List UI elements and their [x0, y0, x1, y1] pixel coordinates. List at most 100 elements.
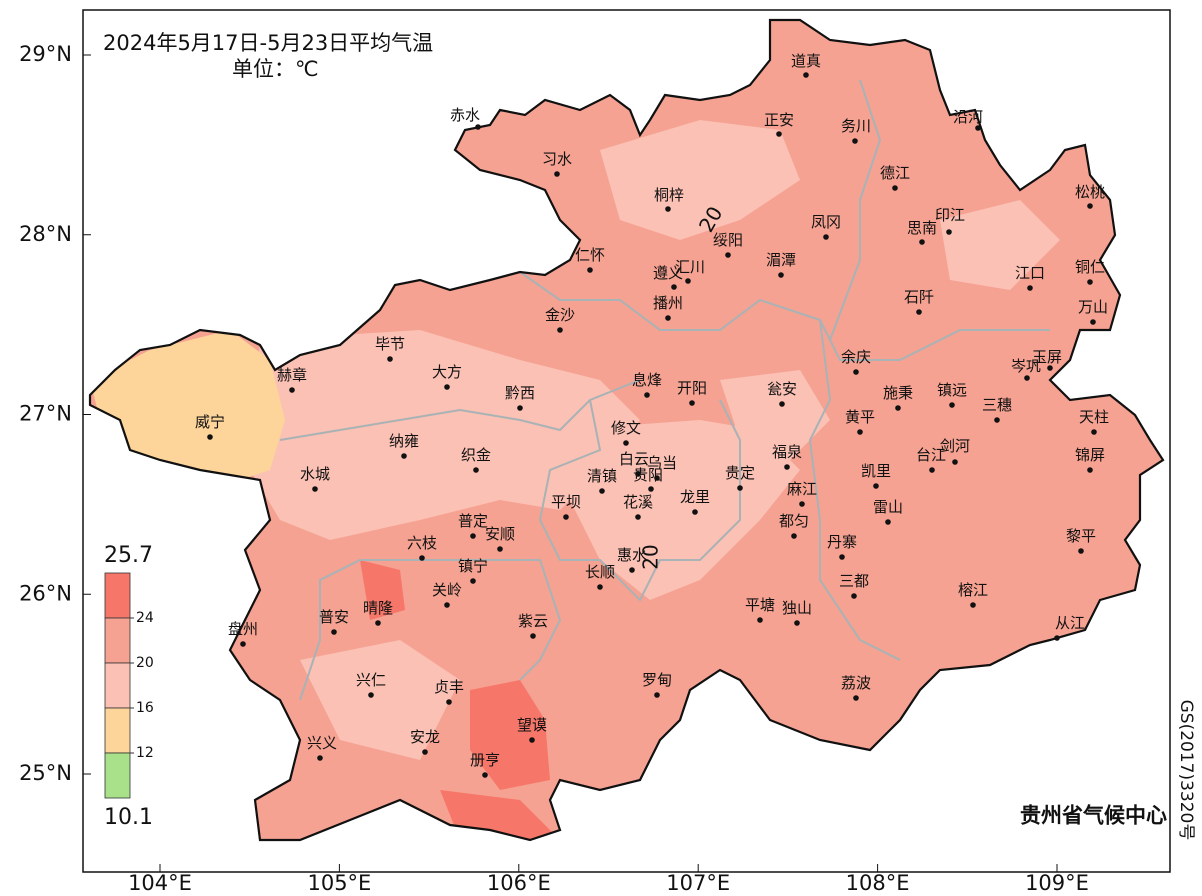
city-label: 正安: [764, 111, 794, 129]
city-label: 松桃: [1075, 183, 1105, 201]
city-dot: [1054, 635, 1060, 641]
city-dot: [776, 131, 782, 137]
city-dot: [737, 485, 743, 491]
city-dot: [946, 229, 952, 235]
city-label: 三穗: [982, 396, 1012, 414]
city-label: 普安: [319, 608, 349, 626]
legend-band: [104, 707, 131, 754]
city-label: 凯里: [861, 462, 891, 480]
city-label: 望谟: [517, 716, 547, 734]
field-patch: [250, 330, 640, 540]
city-dot: [895, 405, 901, 411]
city-label: 余庆: [841, 348, 871, 366]
city-dot: [823, 234, 829, 240]
city-label: 平塘: [745, 596, 775, 614]
city-dot: [1087, 467, 1093, 473]
city-label: 剑河: [940, 437, 970, 455]
city-dot: [623, 440, 629, 446]
city-label: 福泉: [772, 443, 802, 461]
city-dot: [422, 749, 428, 755]
field-patch: [470, 680, 550, 790]
lat-tick-label: 27°N: [19, 402, 72, 426]
legend-tick-label: 24: [136, 610, 154, 626]
city-dot: [419, 555, 425, 561]
city-dot: [949, 402, 955, 408]
city-label: 石阡: [904, 288, 934, 306]
city-dot: [779, 401, 785, 407]
city-label: 安顺: [485, 525, 515, 543]
city-dot: [629, 567, 635, 573]
city-dot: [375, 620, 381, 626]
city-dot: [671, 284, 677, 290]
city-dot: [207, 434, 213, 440]
city-label: 威宁: [195, 413, 225, 431]
city-label: 思南: [907, 219, 937, 237]
city-dot: [289, 387, 295, 393]
city-label: 镇远: [937, 381, 967, 399]
boundary-line: [538, 399, 741, 602]
city-dot: [648, 486, 654, 492]
city-label: 仁怀: [575, 246, 605, 264]
city-dot: [778, 272, 784, 278]
city-dot: [587, 267, 593, 273]
city-dot: [970, 602, 976, 608]
city-label: 兴仁: [356, 671, 386, 689]
city-label: 绥阳: [713, 231, 743, 249]
city-dot: [240, 641, 246, 647]
city-dot: [1078, 548, 1084, 554]
city-label: 遵义: [653, 264, 683, 282]
city-dot: [892, 185, 898, 191]
city-label: 岑巩: [1011, 357, 1041, 375]
city-dot: [482, 772, 488, 778]
city-dot: [497, 546, 503, 552]
city-label: 册亨: [470, 751, 500, 769]
city-label: 瓮安: [767, 380, 797, 398]
boundary-line: [808, 319, 901, 661]
city-dot: [885, 519, 891, 525]
city-label: 紫云: [518, 612, 548, 630]
city-label: 习水: [542, 150, 572, 168]
city-dot: [794, 620, 800, 626]
city-dot: [1087, 203, 1093, 209]
legend-band: [104, 572, 131, 619]
city-label: 万山: [1078, 298, 1108, 316]
city-dot: [852, 138, 858, 144]
city-label: 开阳: [677, 379, 707, 397]
city-dot: [839, 554, 845, 560]
city-label: 六枝: [407, 534, 437, 552]
legend-band: [104, 662, 131, 709]
city-dot: [387, 356, 393, 362]
city-dot: [1090, 319, 1096, 325]
map-title: 2024年5月17日-5月23日平均气温: [103, 31, 433, 55]
city-dot: [1027, 285, 1033, 291]
city-dot: [853, 369, 859, 375]
city-dot: [654, 692, 660, 698]
city-label: 荔波: [841, 674, 871, 692]
city-dot: [929, 467, 935, 473]
city-label: 兴义: [307, 734, 337, 752]
city-label: 金沙: [545, 306, 575, 324]
city-label: 独山: [782, 599, 812, 617]
city-label: 江口: [1015, 264, 1045, 282]
city-label: 德江: [880, 164, 910, 182]
city-dot: [475, 124, 481, 130]
city-label: 黔西: [505, 384, 535, 402]
field-patch: [360, 560, 405, 620]
boundary-line: [519, 271, 1050, 361]
city-label: 凤冈: [811, 213, 841, 231]
city-dot: [799, 501, 805, 507]
city-dot: [916, 309, 922, 315]
city-label: 汇川: [675, 258, 705, 276]
city-label: 花溪: [623, 493, 653, 511]
city-label: 龙里: [680, 488, 710, 506]
city-dot: [654, 475, 660, 481]
city-dot: [368, 692, 374, 698]
city-dot: [563, 514, 569, 520]
city-dot: [470, 578, 476, 584]
credit: 贵州省气候中心: [1020, 803, 1167, 828]
city-label: 纳雍: [389, 432, 419, 450]
city-label: 织金: [461, 446, 491, 464]
city-label: 务川: [841, 117, 871, 135]
lon-tick-label: 105°E: [307, 871, 371, 895]
